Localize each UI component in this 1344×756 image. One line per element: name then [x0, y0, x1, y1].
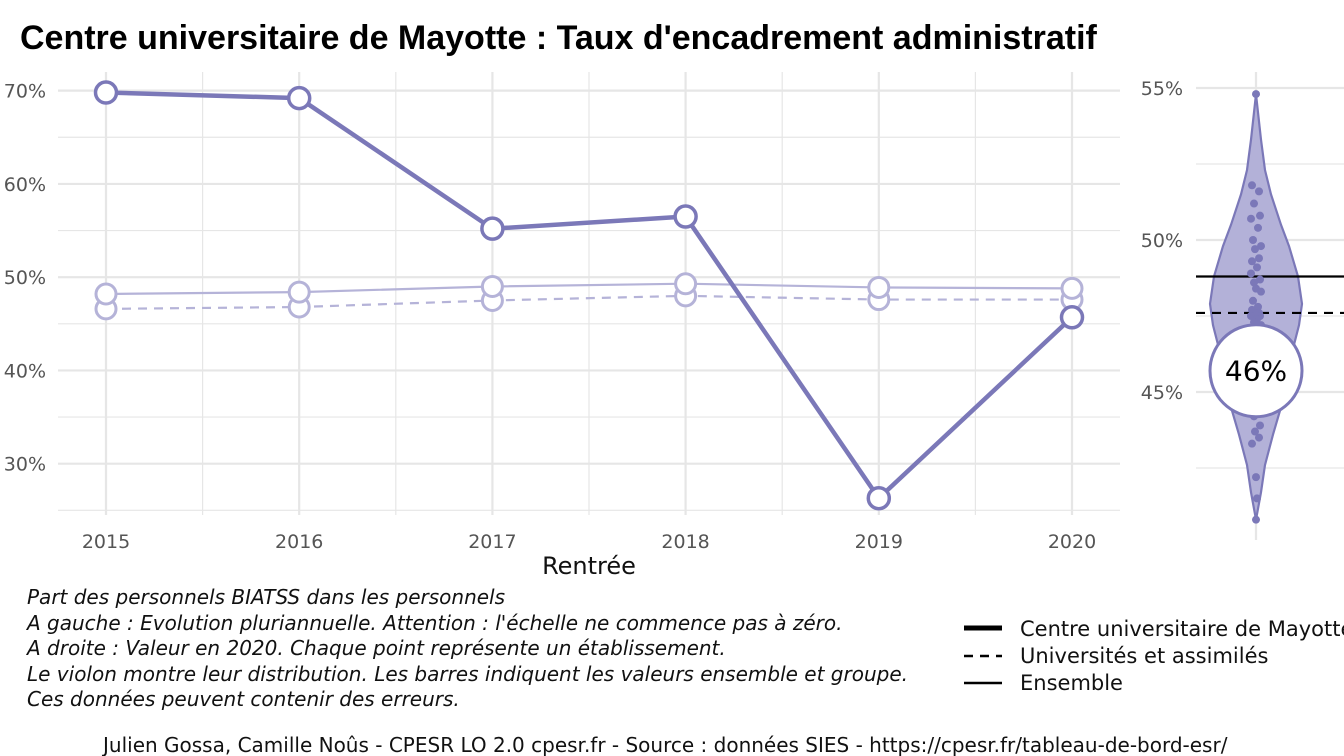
x-tick-label: 2020 — [1048, 531, 1096, 553]
data-point — [1249, 296, 1257, 305]
y-tick-label: 50% — [4, 267, 46, 289]
series-line — [105, 282, 1073, 296]
caption-line: A gauche : Evolution pluriannuelle. Atte… — [25, 611, 843, 635]
series-line — [105, 90, 1074, 501]
y-tick-label: 40% — [4, 360, 46, 382]
data-point — [1059, 305, 1085, 330]
x-axis-label: Rentrée — [542, 552, 636, 580]
data-point — [674, 272, 698, 296]
y-tick-label: 45% — [1141, 382, 1183, 404]
right-panel-ticks: 45% 50% 55% — [1141, 78, 1183, 404]
data-point — [1255, 433, 1263, 442]
data-point — [1060, 276, 1084, 300]
data-point — [867, 275, 891, 299]
x-tick-label: 2019 — [855, 531, 903, 553]
data-point — [480, 216, 505, 241]
data-point — [1247, 269, 1255, 278]
data-point — [1255, 187, 1263, 196]
data-point — [1254, 302, 1262, 311]
legend-label: Ensemble — [1020, 671, 1123, 695]
highlight-bubble — [1208, 323, 1304, 419]
caption-line: Le violon montre leur distribution. Les … — [27, 662, 908, 686]
data-point — [1250, 278, 1258, 287]
data-point — [1247, 214, 1255, 223]
caption-line: Part des personnels BIATSS dans les pers… — [27, 585, 505, 609]
legend-label: Centre universitaire de Mayotte — [1020, 617, 1344, 641]
legend-label: Universités et assimilés — [1020, 644, 1268, 668]
x-tick-label: 2015 — [82, 531, 130, 553]
data-point — [1248, 181, 1256, 190]
y-tick-label: 50% — [1141, 230, 1183, 252]
violin-shape: 46% — [1196, 90, 1344, 524]
data-point — [1251, 245, 1259, 254]
data-point — [1256, 275, 1264, 284]
data-point — [1249, 236, 1257, 244]
data-point — [1251, 427, 1259, 436]
data-point — [1248, 439, 1256, 448]
legend: Centre universitaire de Mayotte Universi… — [964, 617, 1344, 695]
y-tick-label: 70% — [4, 81, 46, 103]
y-tick-label: 55% — [1141, 78, 1183, 100]
data-point — [286, 85, 312, 111]
data-point — [1250, 199, 1258, 208]
data-point — [93, 80, 119, 105]
data-point — [673, 204, 698, 229]
data-point — [1252, 515, 1260, 524]
data-point — [1256, 421, 1264, 430]
y-tick-label: 60% — [4, 174, 46, 196]
caption-line: Ces données peuvent contenir des erreurs… — [27, 687, 460, 711]
data-point — [287, 280, 311, 304]
data-point — [1248, 257, 1256, 266]
caption: Part des personnels BIATSS dans les pers… — [25, 585, 908, 711]
data-point — [1257, 242, 1265, 251]
data-point — [1253, 494, 1261, 503]
data-point — [1252, 90, 1260, 99]
data-point — [1252, 473, 1260, 482]
data-point — [1254, 223, 1262, 232]
data-point — [94, 282, 118, 306]
y-tick-label: 30% — [4, 454, 46, 476]
x-tick-label: 2018 — [661, 531, 709, 553]
data-point — [480, 275, 504, 299]
data-point — [1253, 263, 1261, 272]
x-tick-label: 2017 — [468, 531, 516, 553]
source-credit: Julien Gossa, Camille Noûs - CPESR LO 2.… — [101, 733, 1228, 756]
chart-title: Centre universitaire de Mayotte : Taux d… — [20, 19, 1098, 57]
data-point — [1247, 312, 1255, 320]
caption-line: A droite : Valeur en 2020. Chaque point … — [25, 636, 726, 660]
left-panel-ticks: 30% 40% 50% 60% 70% 2015 2016 2017 2018 2019 2020 — [4, 81, 1096, 553]
highlight-label: 46% — [1225, 355, 1287, 388]
data-point — [1257, 287, 1265, 296]
data-point — [866, 485, 892, 511]
left-panel-lines — [105, 90, 1074, 501]
series-line — [105, 294, 1072, 310]
data-point — [1256, 211, 1264, 220]
left-panel-points — [93, 80, 1085, 511]
x-tick-label: 2016 — [275, 531, 323, 553]
data-point — [1255, 254, 1263, 263]
